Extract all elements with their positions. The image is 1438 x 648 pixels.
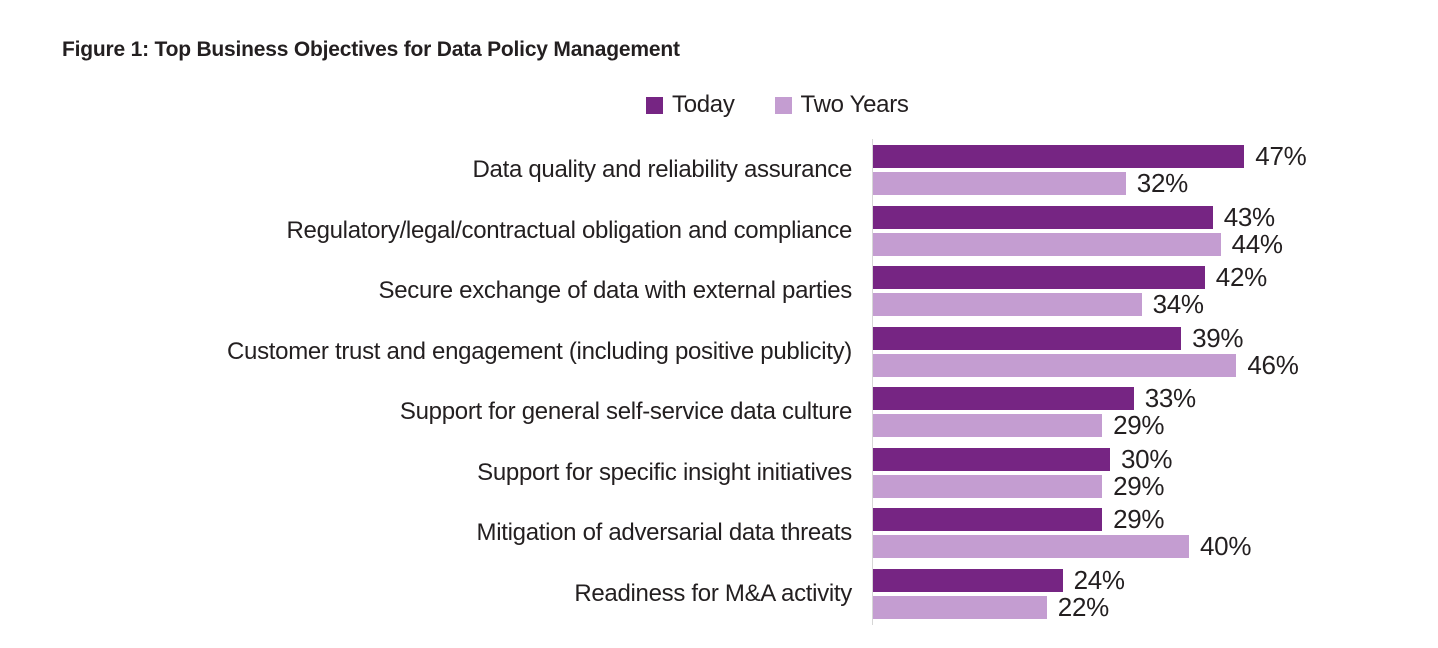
- chart-row: Secure exchange of data with external pa…: [0, 261, 1438, 322]
- bar-today: [873, 145, 1245, 169]
- category-label: Mitigation of adversarial data threats: [476, 519, 853, 547]
- legend-label-two-years: Two Years: [800, 91, 909, 118]
- bar-today: [873, 266, 1205, 290]
- bar-pair: 47% 32%: [873, 141, 1307, 198]
- category-label: Secure exchange of data with external pa…: [378, 277, 853, 305]
- chart-plot-area: Data quality and reliability assurance 4…: [0, 140, 1438, 624]
- category-label: Support for general self-service data cu…: [399, 398, 852, 426]
- bar-pair: 24% 22%: [873, 565, 1125, 622]
- bar-today: [873, 447, 1110, 471]
- vertical-axis-line: [872, 139, 873, 625]
- bar-two-years: [873, 595, 1047, 619]
- chart-row: Data quality and reliability assurance 4…: [0, 140, 1438, 201]
- bar-value-two-years: 22%: [1057, 591, 1109, 622]
- bar-today: [873, 387, 1134, 411]
- bar-line-two-years: 29%: [873, 410, 1196, 440]
- bar-line-today: 42%: [873, 262, 1267, 292]
- bar-pair: 29% 40%: [873, 504, 1251, 561]
- bar-value-two-years: 40%: [1200, 531, 1252, 562]
- bar-two-years: [873, 414, 1103, 438]
- category-label: Regulatory/legal/contractual obligation …: [286, 216, 853, 244]
- bar-today: [873, 568, 1063, 592]
- chart-legend: Today Two Years: [646, 91, 909, 119]
- bar-value-today: 43%: [1223, 201, 1275, 232]
- two-years-swatch-icon: [774, 96, 792, 114]
- bar-value-today: 33%: [1144, 383, 1196, 414]
- bar-value-two-years: 32%: [1136, 168, 1188, 199]
- chart-row: Mitigation of adversarial data threats 2…: [0, 503, 1438, 564]
- bar-value-today: 29%: [1113, 504, 1165, 535]
- bar-value-today: 24%: [1073, 564, 1125, 595]
- bar-value-today: 39%: [1192, 322, 1244, 353]
- bar-value-today: 42%: [1215, 262, 1267, 293]
- category-label: Data quality and reliability assurance: [472, 156, 853, 184]
- bar-line-two-years: 44%: [873, 229, 1283, 259]
- bar-today: [873, 326, 1182, 350]
- figure-title: Figure 1: Top Business Objectives for Da…: [62, 38, 680, 61]
- bar-pair: 43% 44%: [873, 202, 1283, 259]
- bar-value-two-years: 44%: [1231, 228, 1283, 259]
- bar-line-two-years: 22%: [873, 592, 1125, 622]
- bar-today: [873, 508, 1103, 532]
- bar-line-today: 39%: [873, 323, 1299, 353]
- legend-item-today: Today: [646, 91, 735, 119]
- bar-line-today: 30%: [873, 444, 1172, 474]
- bar-value-two-years: 46%: [1247, 349, 1299, 380]
- bar-line-today: 29%: [873, 504, 1251, 534]
- bar-line-two-years: 32%: [873, 168, 1306, 198]
- bar-today: [873, 205, 1213, 229]
- chart-row: Support for general self-service data cu…: [0, 382, 1438, 443]
- bar-value-today: 30%: [1121, 443, 1173, 474]
- legend-item-two-years: Two Years: [774, 91, 909, 119]
- bar-two-years: [873, 293, 1142, 317]
- bar-line-two-years: 34%: [873, 289, 1267, 319]
- legend-label-today: Today: [672, 91, 735, 118]
- bar-line-today: 47%: [873, 141, 1307, 171]
- chart-row: Regulatory/legal/contractual obligation …: [0, 201, 1438, 262]
- chart-row: Customer trust and engagement (including…: [0, 322, 1438, 383]
- bar-line-today: 33%: [873, 383, 1196, 413]
- bar-line-two-years: 46%: [873, 350, 1299, 380]
- category-label: Support for specific insight initiatives: [477, 458, 852, 486]
- bar-pair: 30% 29%: [873, 444, 1172, 501]
- chart-row: Support for specific insight initiatives…: [0, 443, 1438, 504]
- bar-pair: 42% 34%: [873, 262, 1267, 319]
- bar-two-years: [873, 172, 1126, 196]
- bar-two-years: [873, 474, 1103, 498]
- chart-row: Readiness for M&A activity 24% 22%: [0, 564, 1438, 625]
- bar-two-years: [873, 232, 1221, 256]
- bar-line-today: 24%: [873, 565, 1125, 595]
- bar-value-today: 47%: [1255, 141, 1307, 172]
- today-swatch-icon: [646, 96, 663, 114]
- bar-line-two-years: 29%: [873, 471, 1172, 501]
- bar-pair: 39% 46%: [873, 323, 1299, 380]
- bar-pair: 33% 29%: [873, 383, 1196, 440]
- bar-value-two-years: 29%: [1113, 410, 1165, 441]
- bar-two-years: [873, 353, 1237, 377]
- bar-line-today: 43%: [873, 202, 1283, 232]
- bar-value-two-years: 29%: [1113, 470, 1165, 501]
- category-label: Customer trust and engagement (including…: [227, 337, 852, 365]
- bar-two-years: [873, 535, 1189, 559]
- bar-value-two-years: 34%: [1152, 289, 1204, 320]
- bar-line-two-years: 40%: [873, 531, 1251, 561]
- category-label: Readiness for M&A activity: [574, 579, 852, 607]
